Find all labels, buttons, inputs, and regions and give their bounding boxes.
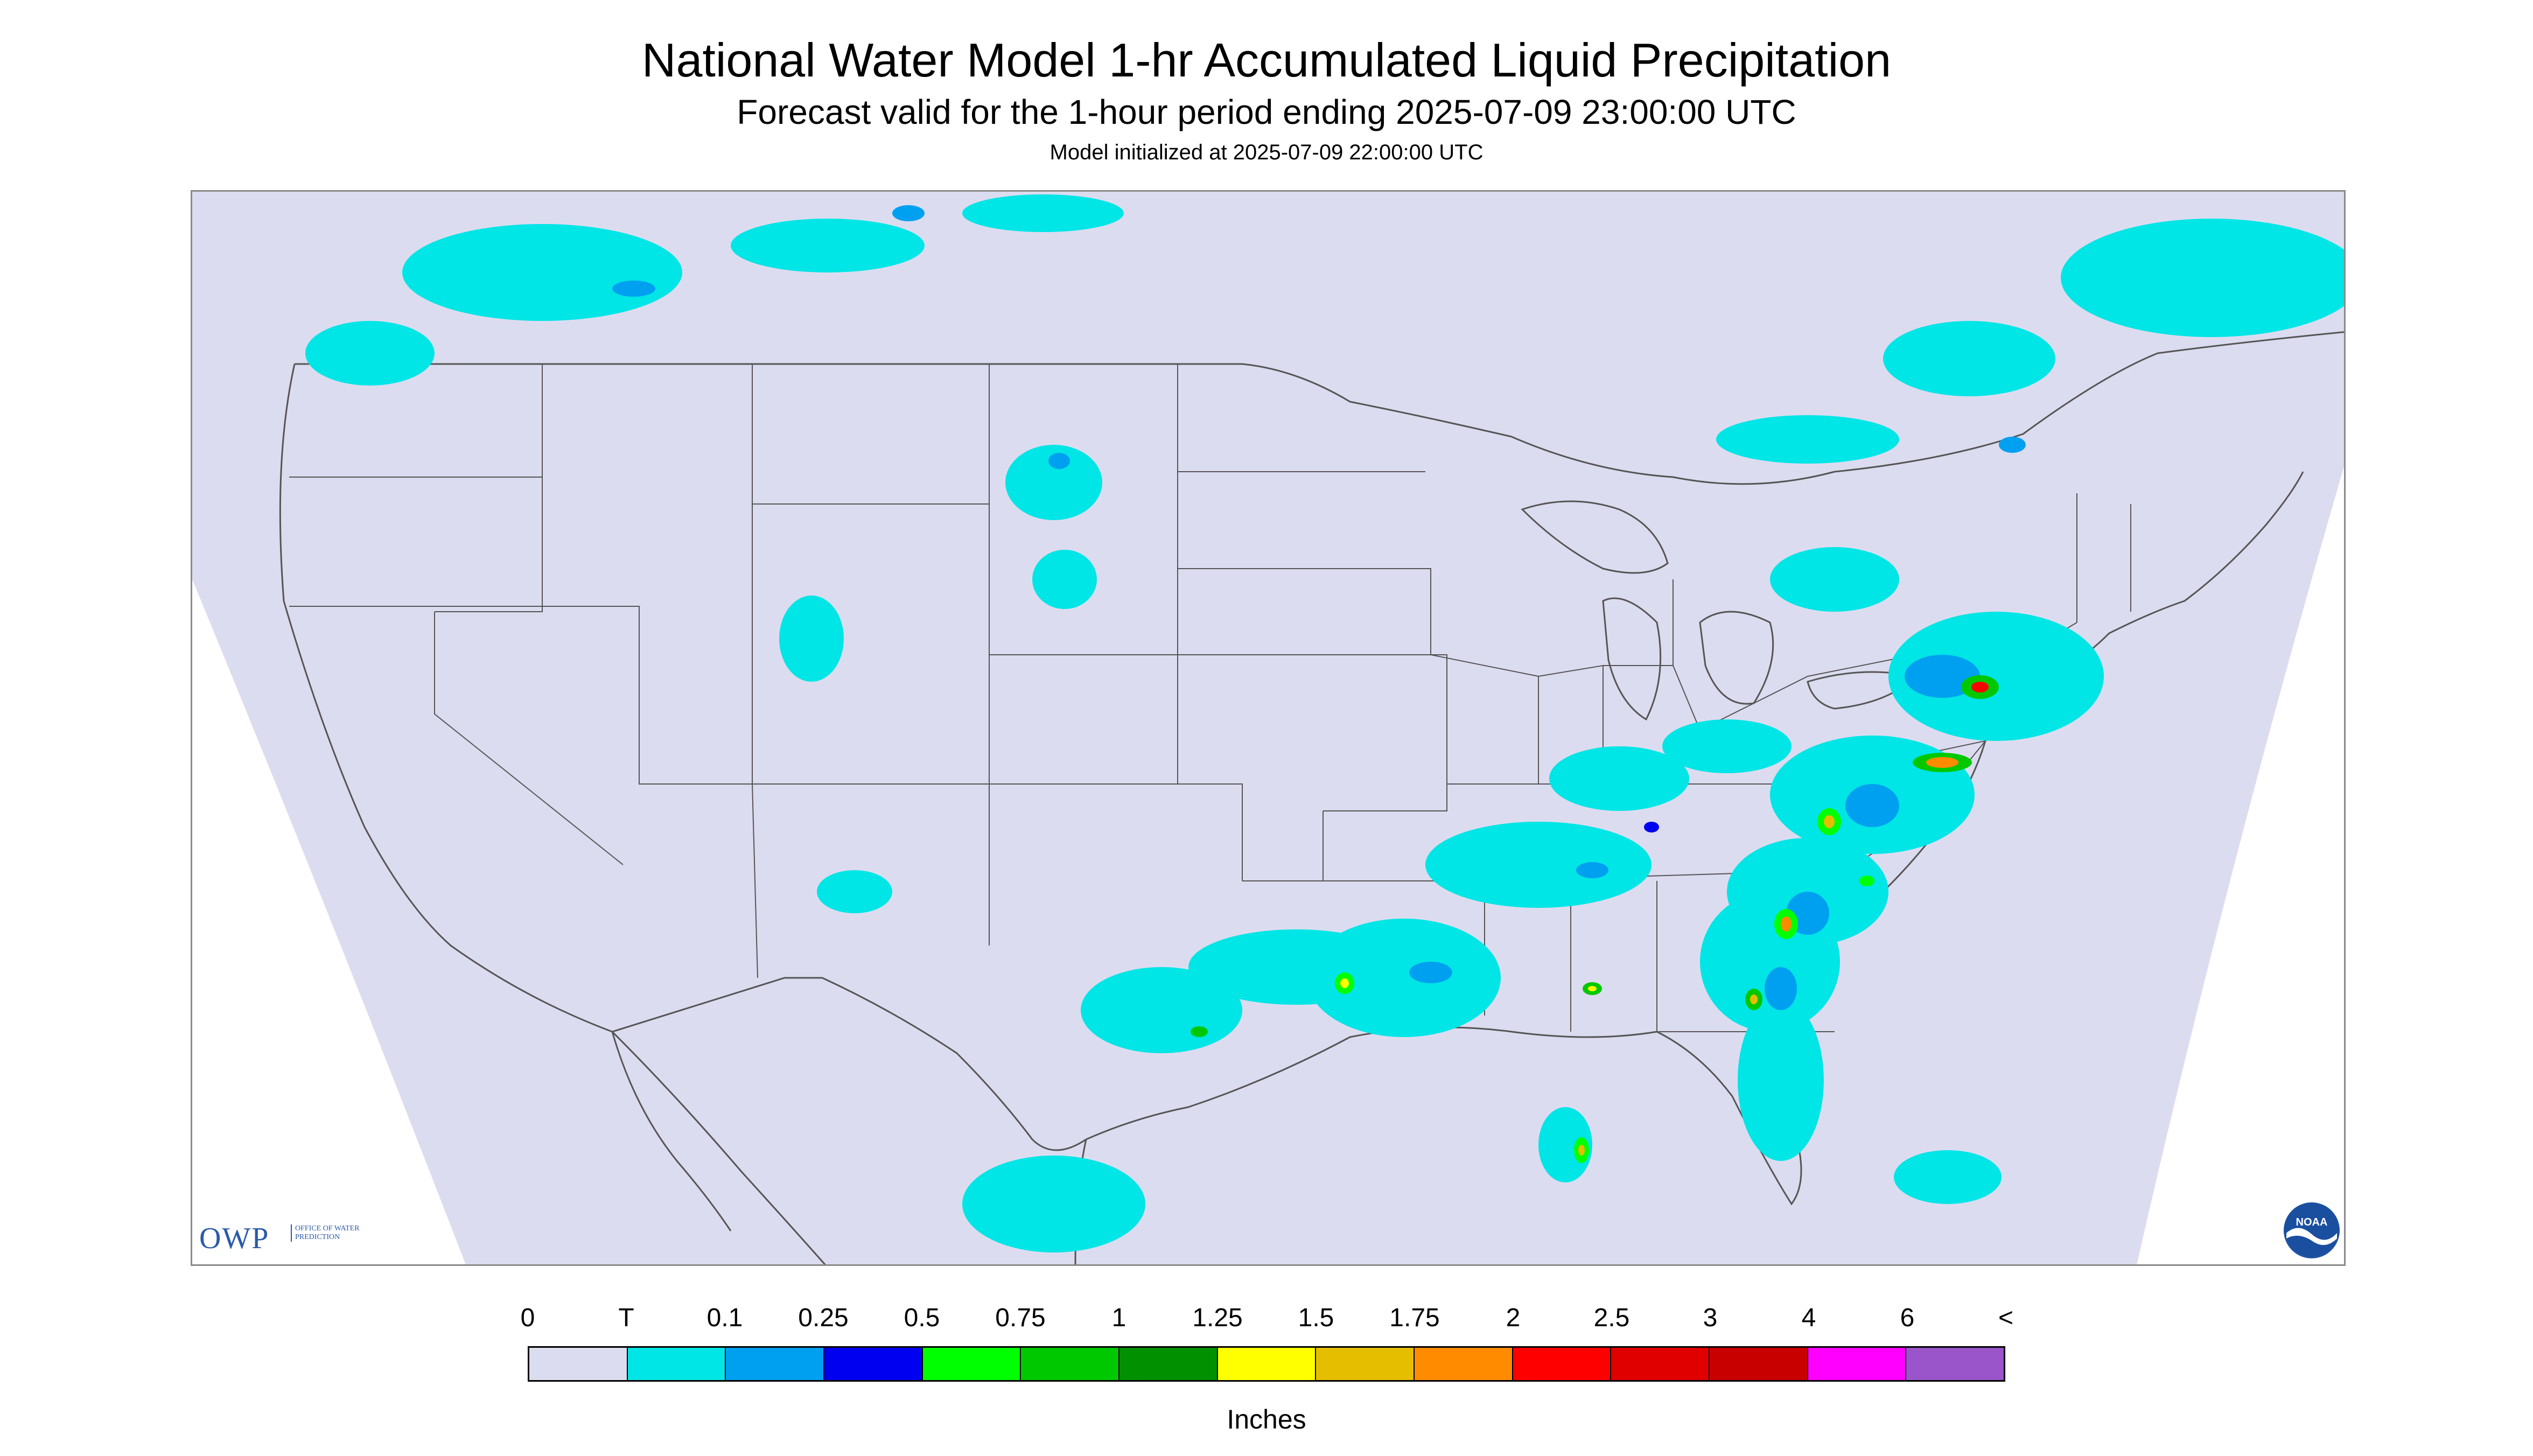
legend-label: <	[1998, 1304, 2014, 1332]
owp-logo-subtext: OFFICE OF WATER PREDICTION	[291, 1224, 360, 1242]
legend-label: 0.1	[706, 1304, 743, 1332]
legend-swatch	[726, 1348, 825, 1380]
legend-label: 2.5	[1593, 1304, 1630, 1332]
legend-swatch	[1906, 1348, 2004, 1380]
legend-swatch	[1513, 1348, 1612, 1380]
legend-label: 0.5	[904, 1304, 940, 1332]
map-title: National Water Model 1-hr Accumulated Li…	[641, 33, 1892, 87]
legend-swatch	[1808, 1348, 1907, 1380]
precip-heavy-cores	[1191, 675, 1999, 1163]
legend-colorbar	[528, 1346, 2005, 1382]
precipitation-map	[191, 190, 2346, 1266]
legend-swatch	[1316, 1348, 1415, 1380]
legend-swatch	[1415, 1348, 1513, 1380]
legend-labels: 0 T 0.1 0.25 0.5 0.75 1 1.25 1.5 1.75 2 …	[0, 1302, 2533, 1340]
owp-logo: OWP OFFICE OF WATER PREDICTION	[199, 1221, 366, 1259]
legend-label: 1.5	[1298, 1304, 1334, 1332]
legend-label: 0.25	[798, 1304, 849, 1332]
legend-label: 1.75	[1389, 1304, 1440, 1332]
legend-swatch	[922, 1348, 1021, 1380]
legend-label: 4	[1801, 1304, 1816, 1332]
map-canvas	[192, 192, 2344, 1264]
legend-swatch	[1611, 1348, 1710, 1380]
legend-swatch	[1217, 1348, 1317, 1380]
model-init-caption: Model initialized at 2025-07-09 22:00:00…	[1049, 141, 1484, 164]
precip-0-1-areas	[612, 205, 2026, 1010]
legend-swatch	[627, 1348, 726, 1380]
noaa-logo-icon: NOAA	[2284, 1202, 2340, 1258]
noaa-logo-text: NOAA	[2296, 1216, 2328, 1228]
forecast-valid-subtitle: Forecast valid for the 1-hour period end…	[737, 93, 1796, 131]
legend-label: 1.25	[1192, 1304, 1243, 1332]
legend-label: 6	[1900, 1304, 1915, 1332]
legend-label: 0	[520, 1304, 535, 1332]
legend-label: 3	[1703, 1304, 1718, 1332]
legend-swatch	[1710, 1348, 1808, 1380]
legend-units: Inches	[1227, 1404, 1306, 1434]
legend-swatch	[1021, 1348, 1120, 1380]
legend-swatch	[824, 1348, 923, 1380]
legend-swatch	[1119, 1348, 1218, 1380]
legend-label: 1	[1111, 1304, 1126, 1332]
legend-label: 2	[1506, 1304, 1521, 1332]
legend-swatch	[529, 1348, 628, 1380]
legend-label: T	[618, 1304, 634, 1332]
legend-label: 0.75	[995, 1304, 1046, 1332]
owp-logo-text: OWP	[199, 1222, 270, 1255]
